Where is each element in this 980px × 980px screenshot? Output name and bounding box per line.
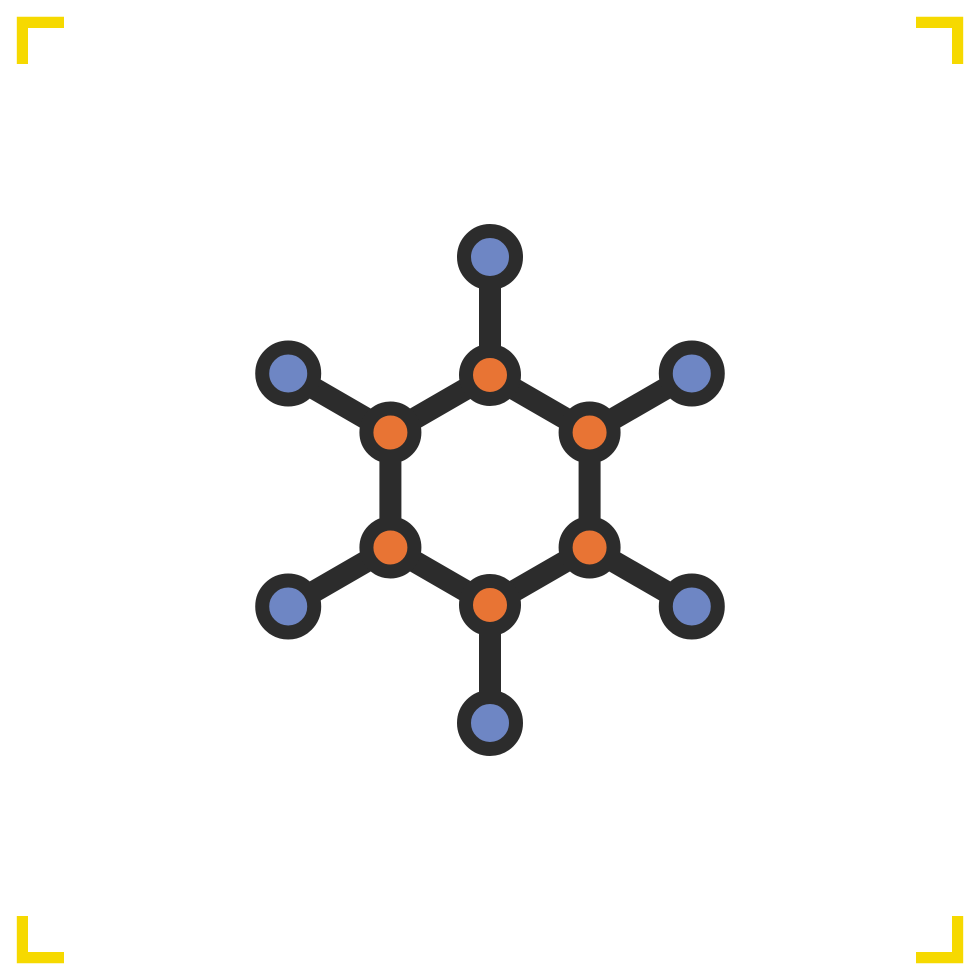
molecule-atom-outer	[464, 697, 516, 749]
molecule-atom-inner	[566, 524, 614, 572]
molecule-atom-outer	[666, 581, 718, 633]
molecule-atom-outer	[262, 581, 314, 633]
molecule-icon	[0, 0, 980, 980]
molecule-atom-inner	[366, 524, 414, 572]
molecule-atom-outer	[666, 348, 718, 400]
molecule-atom-outer	[262, 348, 314, 400]
molecule-atom-inner	[566, 409, 614, 457]
molecule-atom-outer	[464, 231, 516, 283]
molecule-atom-inner	[466, 581, 514, 629]
molecule-atom-inner	[466, 351, 514, 399]
molecule-atom-inner	[366, 409, 414, 457]
